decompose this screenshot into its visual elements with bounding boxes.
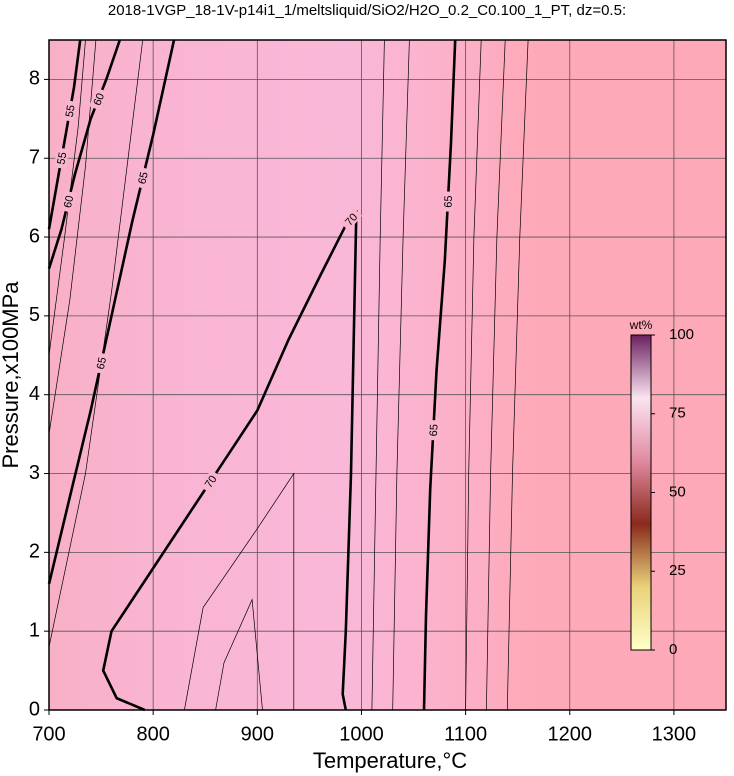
contour-label-bg [441, 191, 455, 212]
contour-label-group: 65 [441, 191, 455, 212]
contour-label: 55 [64, 104, 78, 118]
thin-contour [48, 39, 86, 356]
thin-contour [486, 39, 506, 711]
contour-label-bg [199, 469, 221, 494]
contour-line [47, 39, 176, 585]
plot-background [49, 40, 726, 710]
contour-label-group: 55 [53, 147, 70, 170]
contour-label-group: 65 [134, 166, 151, 190]
contour-label: 60 [62, 194, 77, 209]
thin-contour [506, 39, 529, 711]
contour-label-bg [339, 207, 363, 231]
x-tick-label: 900 [241, 723, 274, 745]
contour-label: 55 [55, 151, 69, 165]
contour-label: 65 [428, 424, 441, 437]
contour-label: 65 [95, 356, 109, 371]
contour-label-bg [93, 352, 110, 375]
colorbar-tick-label: 0 [669, 641, 677, 658]
contour-label-group: 60 [60, 190, 77, 213]
y-tick-label: 6 [29, 225, 40, 247]
contour-label: 70 [203, 473, 220, 490]
contour-label-bg [60, 190, 77, 213]
y-tick-label: 2 [29, 541, 40, 563]
contour-label-bg [62, 100, 78, 122]
contour-label-bg [89, 87, 108, 111]
thin-contour [184, 472, 295, 711]
y-tick-label: 4 [29, 383, 40, 405]
colorbar-tick-label: 25 [669, 562, 686, 579]
colorbar-tick-label: 50 [669, 483, 686, 500]
y-tick-label: 1 [29, 619, 40, 641]
thin-contour [215, 598, 263, 711]
contour-label-bg [53, 147, 70, 170]
contour-label-group: 60 [89, 87, 108, 111]
contour-line [422, 39, 457, 711]
colorbar [630, 334, 652, 651]
thin-contour [48, 39, 144, 647]
contour-label-group: 70 [199, 469, 221, 494]
x-tick-label: 1300 [652, 723, 697, 745]
x-tick-label: 1000 [339, 723, 384, 745]
contour-label-group: 65 [93, 352, 110, 375]
y-tick-label: 7 [29, 147, 40, 169]
plot-frame [48, 39, 727, 711]
y-tick-label: 0 [29, 698, 40, 720]
colorbar-label: wt% [629, 318, 653, 332]
contour-label-group: 55 [62, 100, 78, 122]
contour-line [47, 39, 82, 230]
colorbar-tick-label: 100 [669, 326, 694, 343]
chart-title: 2018-1VGP_18-1V-p14i1_1/meltsliquid/SiO2… [108, 2, 626, 19]
x-tick-label: 800 [136, 723, 169, 745]
y-tick-label: 5 [29, 304, 40, 326]
x-axis-label: Temperature,°C [313, 748, 467, 773]
contour-line [47, 39, 122, 269]
x-tick-label: 1200 [548, 723, 593, 745]
thin-contour [392, 39, 410, 711]
y-tick-label: 3 [29, 462, 40, 484]
thin-contour [465, 39, 482, 711]
y-tick-label: 8 [29, 68, 40, 90]
contour-label-bg [134, 166, 151, 190]
contour-label-bg [426, 419, 440, 441]
contour-label-group: 65 [426, 419, 441, 441]
thin-contour [371, 39, 385, 711]
contour-line [101, 209, 358, 712]
contour-label: 60 [91, 92, 107, 108]
colorbar-tick-label: 75 [669, 405, 686, 422]
x-tick-label: 700 [32, 723, 65, 745]
contour-label: 65 [136, 171, 151, 186]
y-axis-label: Pressure,x100MPa [0, 281, 23, 469]
x-tick-label: 1100 [444, 723, 487, 745]
contour-label: 65 [442, 195, 455, 208]
